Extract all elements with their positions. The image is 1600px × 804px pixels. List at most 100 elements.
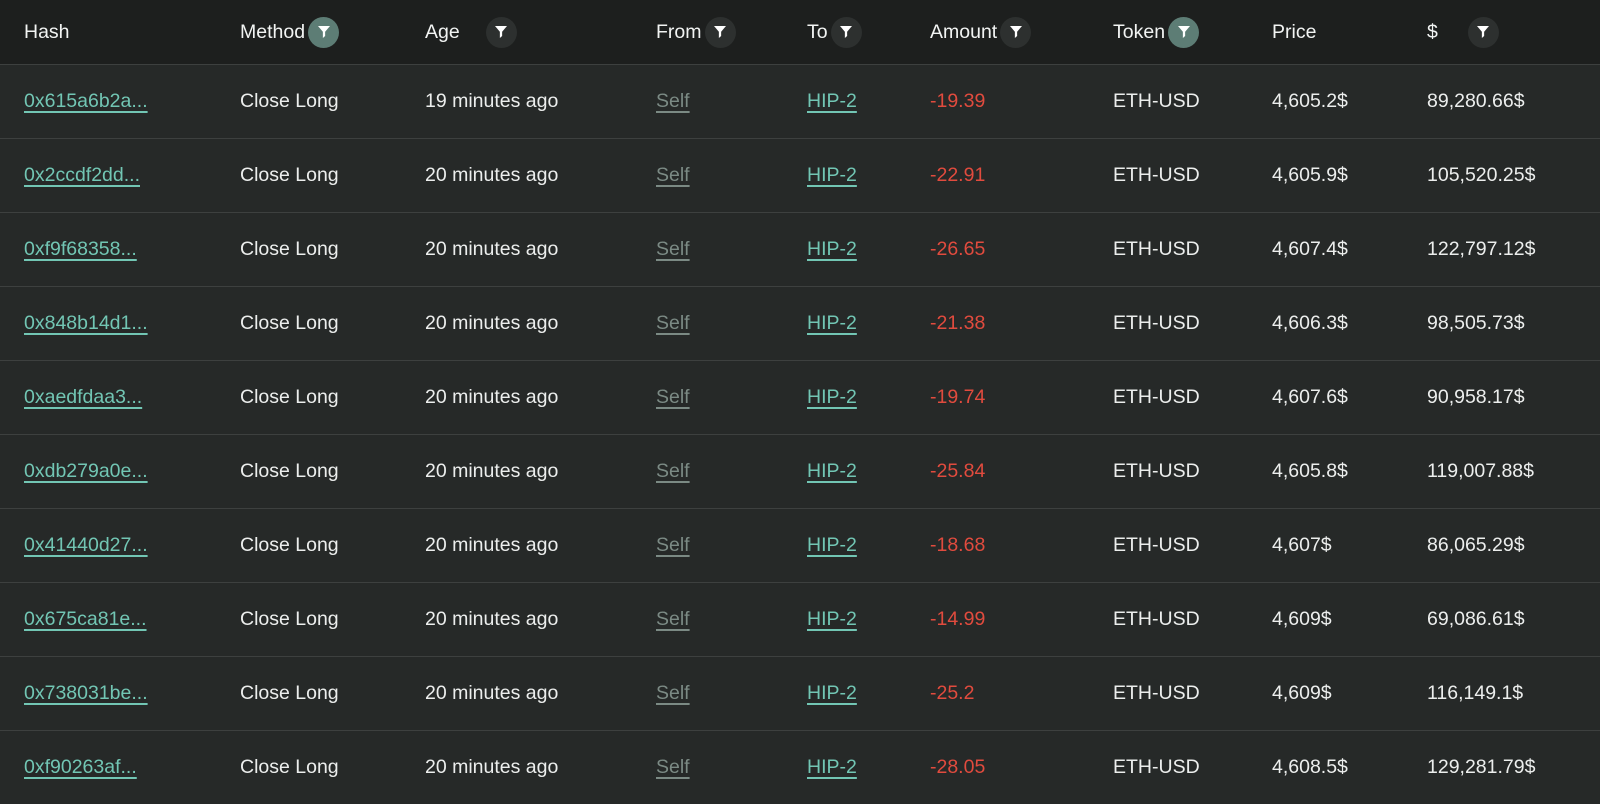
- amount-cell: -18.68: [930, 534, 986, 556]
- hash-link[interactable]: 0x848b14d1...: [24, 312, 148, 334]
- age-cell: 19 minutes ago: [425, 90, 559, 112]
- to-link[interactable]: HIP-2: [807, 460, 857, 482]
- to-link[interactable]: HIP-2: [807, 90, 857, 112]
- filter-icon-to[interactable]: [830, 16, 862, 48]
- price-cell: 4,605.9$: [1272, 164, 1348, 186]
- to-cell: HIP-2: [807, 608, 930, 631]
- table-row: 0x615a6b2a... Close Long 19 minutes ago …: [0, 64, 1600, 138]
- age-cell: 20 minutes ago: [425, 682, 559, 704]
- from-cell: Self: [656, 312, 807, 335]
- column-header-amount: Amount: [930, 16, 1113, 48]
- from-cell: Self: [656, 534, 807, 557]
- usd-cell: 98,505.73$: [1427, 312, 1525, 334]
- hash-link[interactable]: 0xf90263af...: [24, 756, 137, 778]
- hash-link[interactable]: 0xaedfdaa3...: [24, 386, 143, 408]
- from-link[interactable]: Self: [656, 756, 690, 778]
- table-header-row: Hash Method Age From To Amou: [0, 0, 1600, 64]
- filter-icon-from[interactable]: [704, 16, 736, 48]
- column-header-token: Token: [1113, 16, 1272, 48]
- table-row: 0xdb279a0e... Close Long 20 minutes ago …: [0, 434, 1600, 508]
- to-link[interactable]: HIP-2: [807, 682, 857, 704]
- column-label-hash: Hash: [24, 20, 70, 43]
- hash-link[interactable]: 0xdb279a0e...: [24, 460, 148, 482]
- from-link[interactable]: Self: [656, 386, 690, 408]
- to-link[interactable]: HIP-2: [807, 756, 857, 778]
- token-cell: ETH-USD: [1113, 164, 1200, 186]
- amount-cell: -25.84: [930, 460, 986, 482]
- to-link[interactable]: HIP-2: [807, 238, 857, 260]
- token-cell: ETH-USD: [1113, 238, 1200, 260]
- hash-cell: 0x738031be...: [24, 682, 240, 705]
- column-header-to: To: [807, 16, 930, 48]
- to-link[interactable]: HIP-2: [807, 608, 857, 630]
- to-link[interactable]: HIP-2: [807, 386, 857, 408]
- column-header-usd: $: [1427, 16, 1600, 48]
- funnel-icon: [495, 26, 508, 38]
- column-label-method: Method: [240, 20, 306, 43]
- from-cell: Self: [656, 90, 807, 113]
- method-cell: Close Long: [240, 386, 339, 408]
- to-link[interactable]: HIP-2: [807, 534, 857, 556]
- column-header-method: Method: [240, 16, 425, 48]
- age-cell: 20 minutes ago: [425, 386, 559, 408]
- from-link[interactable]: Self: [656, 164, 690, 186]
- to-cell: HIP-2: [807, 534, 930, 557]
- from-cell: Self: [656, 460, 807, 483]
- funnel-icon: [317, 26, 330, 38]
- column-header-price: Price: [1272, 21, 1427, 44]
- to-cell: HIP-2: [807, 682, 930, 705]
- amount-cell: -19.39: [930, 90, 986, 112]
- funnel-icon: [840, 26, 853, 38]
- age-cell: 20 minutes ago: [425, 238, 559, 260]
- price-cell: 4,607.6$: [1272, 386, 1348, 408]
- filter-icon-method[interactable]: [308, 16, 340, 48]
- from-link[interactable]: Self: [656, 90, 690, 112]
- column-header-age: Age: [425, 16, 656, 48]
- to-link[interactable]: HIP-2: [807, 312, 857, 334]
- table-body: 0x615a6b2a... Close Long 19 minutes ago …: [0, 64, 1600, 804]
- hash-link[interactable]: 0xf9f68358...: [24, 238, 137, 260]
- column-label-usd: $: [1427, 20, 1438, 43]
- token-cell: ETH-USD: [1113, 608, 1200, 630]
- hash-cell: 0x615a6b2a...: [24, 90, 240, 113]
- column-label-age: Age: [425, 20, 460, 43]
- filter-icon-usd[interactable]: [1467, 16, 1499, 48]
- column-label-amount: Amount: [930, 20, 998, 43]
- from-link[interactable]: Self: [656, 534, 690, 556]
- hash-link[interactable]: 0x41440d27...: [24, 534, 148, 556]
- from-link[interactable]: Self: [656, 460, 690, 482]
- funnel-icon: [714, 26, 726, 38]
- age-cell: 20 minutes ago: [425, 312, 559, 334]
- funnel-icon: [1009, 26, 1022, 38]
- hash-cell: 0x2ccdf2dd...: [24, 164, 240, 187]
- to-cell: HIP-2: [807, 460, 930, 483]
- amount-cell: -14.99: [930, 608, 986, 630]
- from-link[interactable]: Self: [656, 682, 690, 704]
- table-row: 0x41440d27... Close Long 20 minutes ago …: [0, 508, 1600, 582]
- from-cell: Self: [656, 682, 807, 705]
- to-cell: HIP-2: [807, 238, 930, 261]
- column-label-from: From: [656, 20, 702, 43]
- age-cell: 20 minutes ago: [425, 460, 559, 482]
- usd-cell: 69,086.61$: [1427, 608, 1525, 630]
- hash-link[interactable]: 0x738031be...: [24, 682, 148, 704]
- from-link[interactable]: Self: [656, 312, 690, 334]
- hash-link[interactable]: 0x615a6b2a...: [24, 90, 148, 112]
- from-cell: Self: [656, 164, 807, 187]
- amount-cell: -22.91: [930, 164, 986, 186]
- filter-icon-age[interactable]: [485, 16, 517, 48]
- from-link[interactable]: Self: [656, 608, 690, 630]
- hash-cell: 0xf90263af...: [24, 756, 240, 779]
- hash-link[interactable]: 0x675ca81e...: [24, 608, 147, 630]
- table-row: 0x2ccdf2dd... Close Long 20 minutes ago …: [0, 138, 1600, 212]
- usd-cell: 122,797.12$: [1427, 238, 1536, 260]
- filter-icon-amount[interactable]: [1000, 16, 1032, 48]
- to-link[interactable]: HIP-2: [807, 164, 857, 186]
- filter-icon-token[interactable]: [1168, 16, 1200, 48]
- from-cell: Self: [656, 608, 807, 631]
- hash-cell: 0x41440d27...: [24, 534, 240, 557]
- hash-link[interactable]: 0x2ccdf2dd...: [24, 164, 140, 186]
- method-cell: Close Long: [240, 90, 339, 112]
- from-link[interactable]: Self: [656, 238, 690, 260]
- method-cell: Close Long: [240, 534, 339, 556]
